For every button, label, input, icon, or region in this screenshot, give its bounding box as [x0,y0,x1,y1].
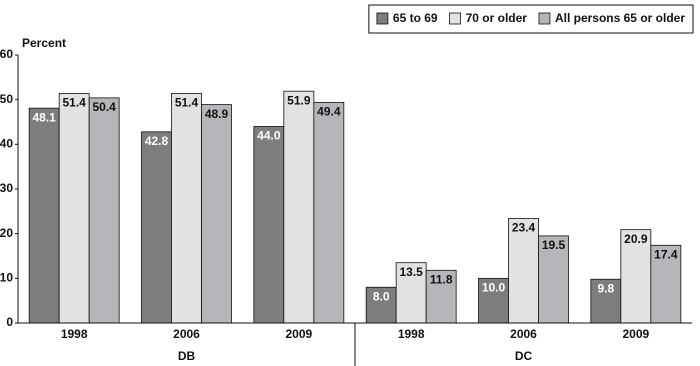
value-label: 17.4 [654,247,678,261]
value-label: 13.5 [399,265,423,279]
bar [425,269,457,324]
bar [58,93,90,324]
bar [590,278,622,324]
value-label: 9.8 [597,281,614,295]
x-tick-label: 2009 [622,327,649,341]
y-tick-label: 0 [6,315,13,329]
bar [620,229,652,324]
value-label: 48.1 [32,110,56,124]
y-tick-label: 10 [0,271,13,285]
value-label: 44.0 [257,129,281,143]
bar [313,101,345,324]
legend-label: 65 to 69 [393,11,438,25]
value-label: 20.9 [624,232,648,246]
bar [201,104,232,324]
value-label: 19.5 [542,238,566,252]
x-tick-label: 2006 [173,327,200,341]
legend-swatch [538,12,551,25]
legend [368,4,694,34]
value-label: 11.8 [430,272,453,286]
group-label: DB [178,349,196,363]
x-tick-label: 1998 [61,327,88,341]
legend-swatch [449,12,461,25]
bar [88,97,120,324]
bar [283,90,315,324]
value-label: 48.9 [205,107,229,121]
bar [478,277,509,324]
x-tick-label: 2006 [510,327,537,341]
bar [141,131,172,324]
y-tick-label: 50 [0,92,13,106]
value-label: 49.4 [317,105,341,119]
y-tick-label: 60 [0,47,13,61]
x-tick-label: 1998 [398,327,425,341]
bar [538,235,569,324]
bar [395,262,427,324]
y-tick-label: 30 [0,181,13,195]
value-label: 42.8 [145,134,169,148]
bar [171,93,202,324]
value-label: 50.4 [92,100,116,114]
value-label: 10.0 [482,281,506,295]
value-label: 51.4 [175,96,199,110]
legend-swatch [376,12,389,25]
value-label: 51.4 [62,96,86,110]
value-label: 51.9 [287,93,311,107]
y-tick-label: 20 [0,226,13,240]
bar [508,218,539,324]
bar [28,107,60,324]
group-label: DC [515,349,533,363]
y-axis-label: Percent [22,36,66,50]
legend-label: All persons 65 or older [555,11,685,25]
y-tick-label: 40 [0,137,13,151]
value-label: 8.0 [373,289,390,303]
x-tick-label: 2009 [285,327,312,341]
legend-label: 70 or older [466,11,528,25]
bar [253,126,285,324]
value-label: 23.4 [512,221,536,235]
